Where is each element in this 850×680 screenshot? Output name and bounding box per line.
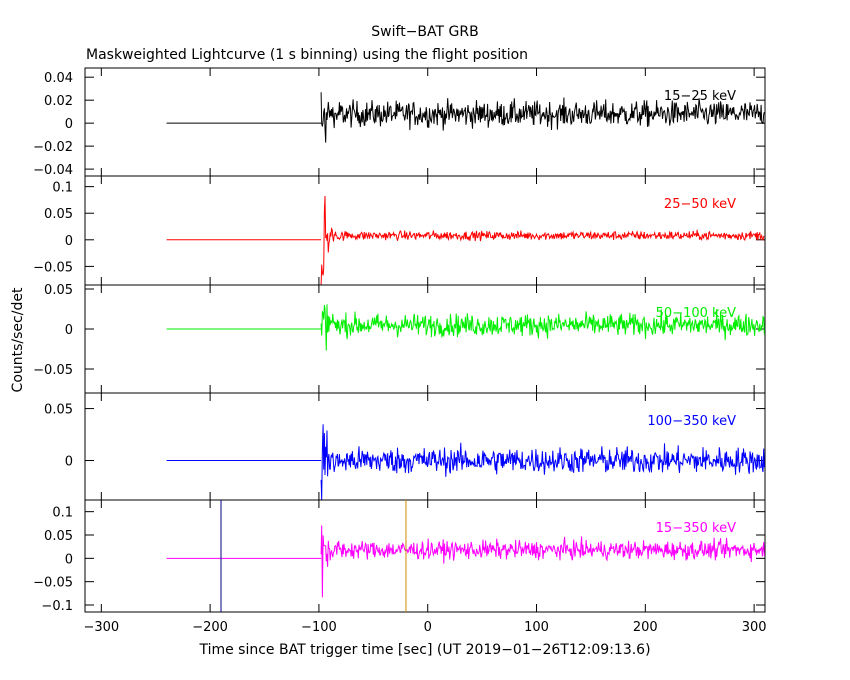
lightcurve-trace [320, 195, 765, 286]
chart-title: Swift−BAT GRB [371, 24, 478, 40]
x-tick-label: 200 [633, 620, 658, 635]
y-tick-label: −0.02 [33, 140, 73, 155]
panels-group: −0.04 −0.02 0 0.02 0.04 15−25 keV −0.05 0 0.05 0.… [33, 67, 767, 635]
y-tick-label: −0.05 [33, 260, 73, 275]
lightcurve-trace [320, 424, 765, 501]
y-tick-label: 0 [65, 455, 73, 470]
y-tick-label: 0.1 [52, 181, 73, 196]
x-tick-label: −200 [192, 620, 228, 635]
y-tick-label: −0.05 [33, 576, 73, 591]
lightcurve-trace [320, 304, 765, 351]
panel-frame [84, 284, 766, 394]
y-tick-label: 0.05 [44, 283, 73, 298]
y-tick-label: 0 [65, 323, 73, 338]
lightcurve-trace [320, 92, 765, 143]
x-tick-label: 100 [524, 620, 549, 635]
x-axis-label: Time since BAT trigger time [sec] (UT 20… [198, 642, 650, 658]
panel-frame [84, 499, 766, 613]
band-label: 15−350 keV [656, 521, 736, 536]
y-tick-label: 0.04 [44, 71, 73, 86]
panel-frame [84, 175, 766, 286]
y-tick-label: 0.05 [44, 529, 73, 544]
y-tick-label: 0.05 [44, 403, 73, 418]
panel-frame [84, 392, 766, 501]
y-tick-label: 0 [65, 552, 73, 567]
y-tick-label: 0 [65, 234, 73, 249]
chart-subtitle: Maskweighted Lightcurve (1 s binning) us… [86, 47, 528, 63]
panel-frame [84, 67, 766, 177]
y-tick-label: 0.02 [44, 94, 73, 109]
lightcurve-trace [320, 525, 765, 598]
band-label: 100−350 keV [647, 414, 736, 429]
y-tick-label: 0 [65, 117, 73, 132]
x-tick-label: −300 [83, 620, 119, 635]
y-tick-label: 0.05 [44, 207, 73, 222]
y-tick-label: −0.05 [33, 363, 73, 378]
y-tick-label: −0.04 [33, 163, 73, 178]
band-label: 15−25 keV [664, 89, 736, 104]
band-label: 50−100 keV [656, 306, 736, 321]
x-tick-label: 300 [742, 620, 767, 635]
x-tick-label: −100 [301, 620, 337, 635]
y-tick-label: 0.1 [52, 506, 73, 521]
y-axis-label: Counts/sec/det [10, 287, 26, 392]
band-label: 25−50 keV [664, 197, 736, 212]
x-tick-label: 0 [424, 620, 432, 635]
y-tick-label: −0.1 [41, 599, 73, 614]
